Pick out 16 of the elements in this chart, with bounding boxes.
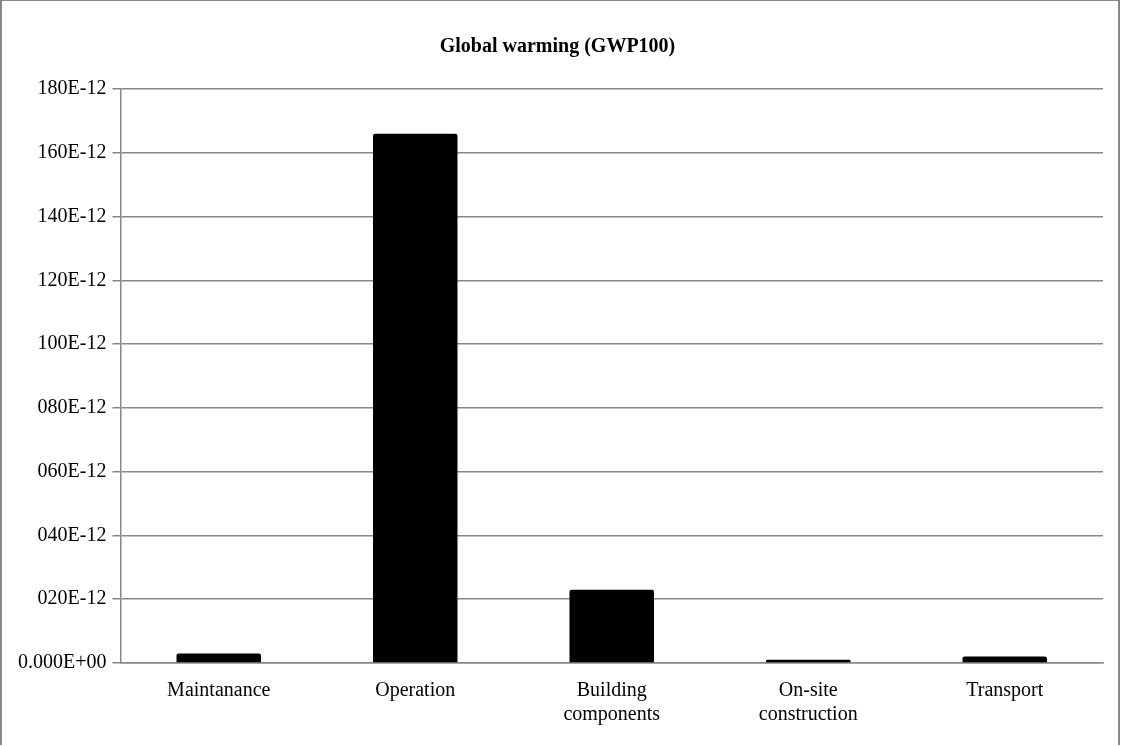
x-tick-label: Maintanance xyxy=(167,678,271,701)
x-tick-label: On-site construction xyxy=(758,678,858,725)
y-tick-label: 020E-12 xyxy=(37,586,107,609)
chart-title: Global warming (GWP100) xyxy=(439,34,676,58)
x-tick-label: Transport xyxy=(966,678,1044,702)
y-tick-label: 100E-12 xyxy=(37,331,107,354)
y-tick-label: 180E-12 xyxy=(37,76,107,99)
y-tick-label: 080E-12 xyxy=(37,395,107,418)
y-tick-label: 040E-12 xyxy=(37,522,107,545)
x-tick-label: Building components xyxy=(563,678,661,726)
y-tick-label: 160E-12 xyxy=(37,140,107,163)
y-tick-label: 060E-12 xyxy=(37,458,107,481)
x-tick-label: Operation xyxy=(375,678,456,702)
y-tick-label: 140E-12 xyxy=(37,203,107,226)
y-tick-label: 0.000E+00 xyxy=(18,650,107,673)
y-tick-label: 120E-12 xyxy=(37,267,107,290)
